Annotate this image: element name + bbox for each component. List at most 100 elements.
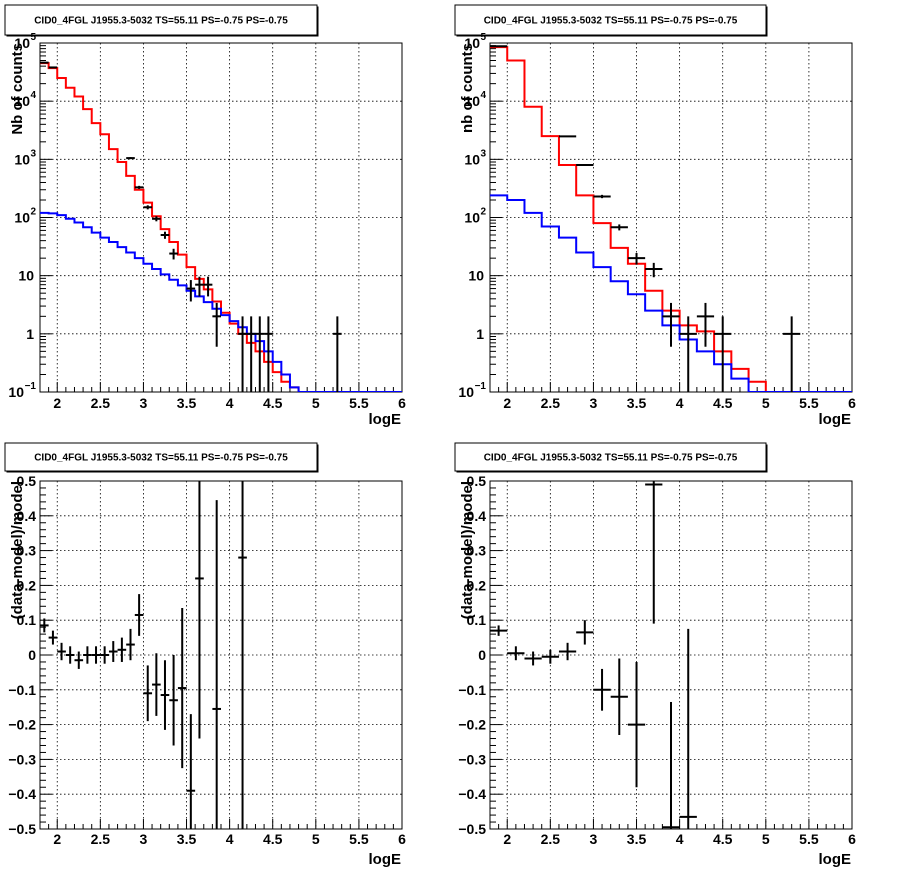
y-tick-label: −0.5 <box>8 821 36 837</box>
data-point <box>696 302 715 347</box>
x-tick-label: 4 <box>226 395 234 411</box>
data-point <box>195 276 204 297</box>
plot-area <box>40 481 247 829</box>
y-tick-label: 10 <box>14 35 30 51</box>
data-point <box>177 608 187 769</box>
y-tick-label: −0.5 <box>458 821 486 837</box>
title-box <box>454 442 767 472</box>
y-tick-label: −0.1 <box>458 682 486 698</box>
y-axis-label: Nb of counts <box>9 43 26 135</box>
data-point <box>160 660 170 730</box>
x-tick-label: 3 <box>590 395 598 411</box>
y-axis-label: (data-model)/model <box>9 481 26 619</box>
y-tick-label: −0.4 <box>8 786 36 802</box>
data-point <box>108 641 118 662</box>
data-point <box>91 646 101 664</box>
x-tick-label: 2 <box>503 395 511 411</box>
x-tick-label: 2 <box>53 395 61 411</box>
x-tick-label: 2.5 <box>91 831 111 847</box>
x-tick-label: 3.5 <box>177 395 197 411</box>
x-axis-label: logE <box>819 851 852 868</box>
data-point <box>57 642 66 661</box>
x-tick-label: 4 <box>676 831 684 847</box>
data-point <box>507 646 525 661</box>
y-tick-label: 0.5 <box>467 473 487 489</box>
y-tick-label: 0.5 <box>17 473 37 489</box>
y-tick-exponent: 5 <box>480 32 486 43</box>
y-tick-label: −0.1 <box>8 682 36 698</box>
data-point <box>160 231 170 239</box>
title-box <box>454 4 767 36</box>
data-point <box>645 262 663 278</box>
plot-area <box>490 45 852 392</box>
y-tick-label: 10 <box>14 210 30 226</box>
y-tick-exponent: −1 <box>25 381 37 392</box>
y-tick-label: 1 <box>476 326 484 342</box>
y-tick-exponent: 4 <box>30 90 36 101</box>
x-tick-label: 6 <box>398 831 406 847</box>
x-tick-label: 2.5 <box>541 831 561 847</box>
data-point <box>83 646 92 664</box>
data-point <box>152 653 161 716</box>
data-point <box>126 628 135 661</box>
plot-area <box>490 481 697 829</box>
data-point <box>48 630 58 645</box>
data-point <box>143 205 153 210</box>
y-tick-label: 10 <box>8 384 24 400</box>
data-point <box>195 481 204 739</box>
y-tick-label: −0.3 <box>458 751 486 767</box>
y-tick-label: 0.2 <box>17 577 37 593</box>
chart-title: CID0_4FGL J1955.3-5032 TS=55.11 PS=-0.75… <box>484 16 738 27</box>
y-tick-label: 0.3 <box>467 543 487 559</box>
x-tick-label: 5 <box>312 395 320 411</box>
data-point <box>541 649 559 664</box>
title-box <box>4 442 318 472</box>
y-tick-label: 10 <box>14 93 30 109</box>
x-tick-label: 5.5 <box>799 831 819 847</box>
title-box <box>4 4 318 36</box>
x-tick-label: 4 <box>676 395 684 411</box>
x-tick-label: 3.5 <box>177 831 197 847</box>
data-point <box>333 316 342 392</box>
y-tick-label: 10 <box>468 268 484 284</box>
data-point <box>238 316 247 392</box>
y-tick-exponent: 3 <box>480 148 486 159</box>
x-tick-label: 4.5 <box>263 831 283 847</box>
x-axis-label: logE <box>369 411 402 428</box>
y-tick-label: 10 <box>458 384 474 400</box>
y-tick-label: 0.4 <box>17 508 37 524</box>
data-point <box>662 302 680 347</box>
data-point <box>255 316 265 392</box>
data-point <box>662 701 680 829</box>
data-point <box>152 216 161 222</box>
data-point <box>186 280 196 302</box>
data-point <box>490 625 508 636</box>
x-axis-label: logE <box>819 411 852 428</box>
y-tick-label: 10 <box>464 210 480 226</box>
x-tick-label: 4.5 <box>713 395 733 411</box>
data-point <box>169 248 178 260</box>
y-tick-exponent: −1 <box>475 381 487 392</box>
data-point <box>610 224 628 231</box>
x-tick-label: 6 <box>848 831 856 847</box>
y-tick-label: 0.1 <box>467 612 487 628</box>
x-tick-label: 2 <box>503 831 511 847</box>
y-axis-label: (data-model)/model <box>459 481 476 619</box>
data-point <box>212 302 221 347</box>
chart-panel-2: CID0_4FGL J1955.3-5032 TS=55.11 PS=-0.75… <box>454 4 856 428</box>
y-tick-label: −0.2 <box>8 717 36 733</box>
data-point <box>627 253 646 265</box>
data-point <box>576 163 594 166</box>
data-point <box>40 618 49 633</box>
x-tick-label: 6 <box>398 395 406 411</box>
histogram-step-series-2 <box>40 211 402 392</box>
y-tick-label: 1 <box>26 326 34 342</box>
data-point <box>593 194 611 199</box>
y-tick-label: 0 <box>478 647 486 663</box>
chart-title: CID0_4FGL J1955.3-5032 TS=55.11 PS=-0.75… <box>34 453 288 464</box>
x-tick-label: 2 <box>53 831 61 847</box>
x-tick-label: 4.5 <box>263 395 283 411</box>
data-point <box>203 276 213 297</box>
data-point <box>246 316 256 392</box>
x-tick-label: 2.5 <box>541 395 561 411</box>
